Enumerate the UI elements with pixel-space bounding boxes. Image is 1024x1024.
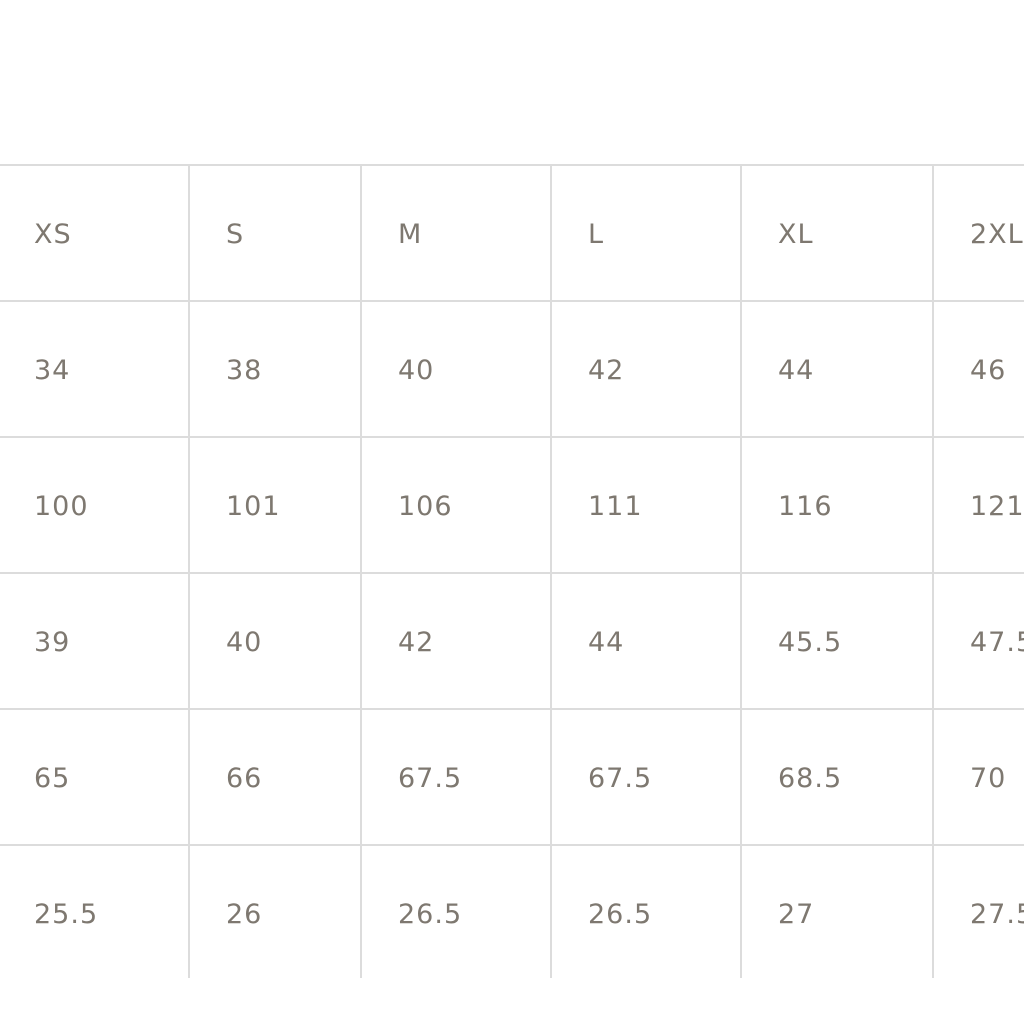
table-cell: 45.5	[740, 574, 932, 710]
header-cell: 2XL	[932, 166, 1024, 302]
table-cell: 65	[34, 762, 71, 794]
table-cell: 67.5	[360, 710, 550, 846]
header-row: XS S M L XL 2XL	[0, 164, 1024, 302]
table-cell: 38	[188, 302, 360, 438]
table-cell: 26.5	[360, 846, 550, 978]
table-cell: 44	[740, 302, 932, 438]
header-cell: L	[550, 166, 740, 302]
table-cell: 42	[550, 302, 740, 438]
table-cell: 100	[34, 490, 89, 522]
table-cell: 26	[188, 846, 360, 978]
table-cell: 25.5	[34, 898, 99, 930]
table-cell: 46	[932, 302, 1024, 438]
table-cell: 42	[360, 574, 550, 710]
table-cell: 111	[550, 438, 740, 574]
table-cell: 34	[34, 354, 71, 386]
table-cell: 70	[932, 710, 1024, 846]
table-cell: 39	[34, 626, 71, 658]
table-cell: 26.5	[550, 846, 740, 978]
header-cell: S	[188, 166, 360, 302]
table-cell: 116	[740, 438, 932, 574]
table-cell: 68.5	[740, 710, 932, 846]
table-cell: 67.5	[550, 710, 740, 846]
table-row: 100 101 106 111 116 121	[0, 436, 1024, 574]
table-cell: 44	[550, 574, 740, 710]
table-cell: 121	[932, 438, 1024, 574]
table-cell: 27	[740, 846, 932, 978]
table-cell: 101	[188, 438, 360, 574]
header-cell: XL	[740, 166, 932, 302]
size-chart-table: XS S M L XL 2XL 34 38 40 42 44 46 100 101 106 111 116 121…	[0, 164, 1024, 978]
table-row: 65 66 67.5 67.5 68.5 70	[0, 708, 1024, 846]
table-cell: 106	[360, 438, 550, 574]
table-row: 34 38 40 42 44 46	[0, 300, 1024, 438]
table-cell: 66	[188, 710, 360, 846]
table-cell: 47.5	[932, 574, 1024, 710]
table-cell: 40	[360, 302, 550, 438]
table-cell: 40	[188, 574, 360, 710]
table-cell: 27.5	[932, 846, 1024, 978]
header-cell: XS	[34, 218, 72, 250]
header-cell: M	[360, 166, 550, 302]
